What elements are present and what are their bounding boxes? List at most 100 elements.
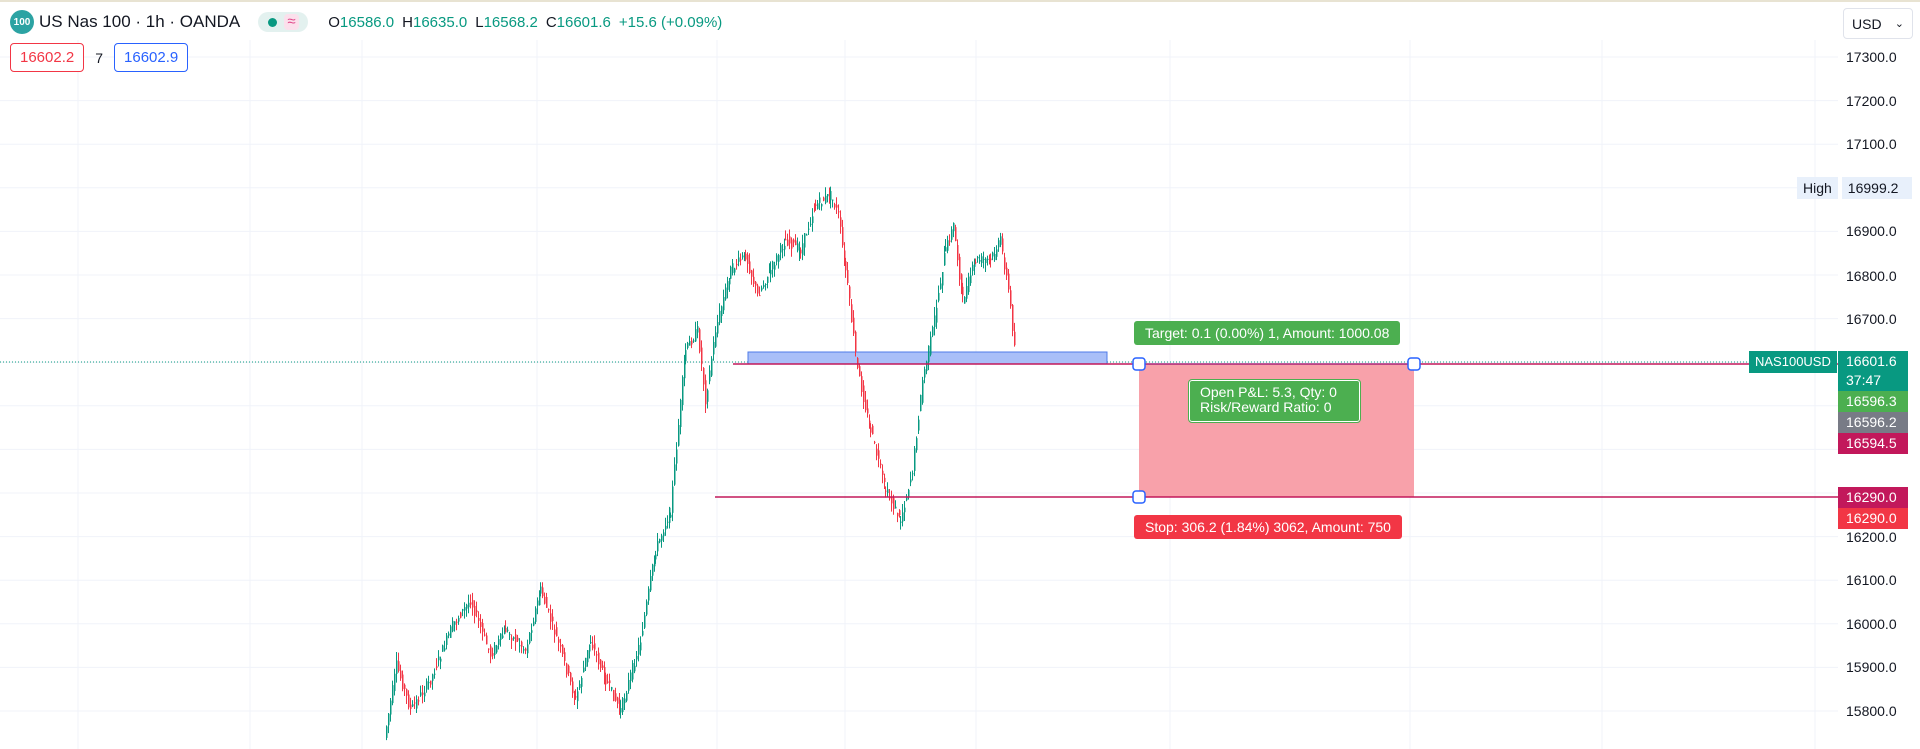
candle-body	[697, 326, 699, 333]
candle-body	[476, 610, 478, 613]
candle-body	[838, 211, 840, 213]
candle-body	[810, 223, 812, 225]
candle-body	[652, 564, 654, 576]
candle-body	[795, 240, 797, 246]
target-label[interactable]: Target: 0.1 (0.00%) 1, Amount: 1000.08	[1134, 321, 1401, 345]
candle-body	[498, 639, 500, 645]
candle-body	[540, 586, 542, 594]
candle-body	[615, 693, 617, 701]
candle-body	[926, 361, 928, 372]
candle-body	[1008, 273, 1010, 290]
candle-body	[774, 265, 776, 270]
candle-body	[944, 252, 946, 266]
spread-value: 7	[95, 49, 104, 66]
candle-body	[968, 276, 970, 293]
candle-body	[1010, 290, 1012, 307]
candle-body	[1000, 236, 1002, 245]
candle-body	[859, 366, 861, 377]
candle-body	[912, 473, 914, 475]
candle-body	[753, 276, 755, 284]
ohlc-low-key: L	[475, 13, 484, 31]
pnl-label[interactable]: Open P&L: 5.3, Qty: 0 Risk/Reward Ratio:…	[1188, 379, 1361, 423]
ohlc-high-value: 16635.0	[413, 13, 468, 31]
candle-body	[840, 217, 842, 227]
candle-body	[607, 681, 609, 683]
axis-tick: 16900.0	[1846, 223, 1897, 239]
candle-body	[900, 521, 902, 523]
candle-body	[955, 227, 957, 242]
currency-select[interactable]: USD ⌄	[1843, 8, 1913, 39]
candle-body	[572, 681, 574, 694]
candle-body	[659, 539, 661, 543]
candle-body	[494, 645, 496, 655]
candle-body	[717, 322, 719, 334]
candle-body	[575, 696, 577, 698]
symbol-title[interactable]: US Nas 100 · 1h · OANDA	[39, 12, 241, 31]
sell-button[interactable]: 16602.2	[10, 43, 85, 72]
candle-body	[1014, 331, 1016, 346]
stop-label[interactable]: Stop: 306.2 (1.84%) 3062, Amount: 750	[1134, 515, 1402, 539]
candle-body	[699, 329, 701, 352]
candle-body	[568, 665, 570, 674]
candle-body	[885, 490, 887, 492]
candle-body	[867, 408, 869, 414]
axis-tick: 15800.0	[1846, 703, 1897, 719]
buy-button[interactable]: 16602.9	[114, 43, 189, 72]
candle-body	[426, 681, 428, 690]
candle-body	[793, 239, 795, 243]
candle-body	[817, 203, 819, 209]
candle-body	[478, 618, 480, 621]
axis-tick: 16100.0	[1846, 572, 1897, 588]
candle-body	[759, 295, 761, 297]
candle-body	[638, 644, 640, 655]
symbol-icon[interactable]: 100	[10, 10, 34, 34]
candle-body	[749, 261, 751, 274]
candle-body	[876, 448, 878, 456]
entry-line-price-tag: 16594.5	[1838, 433, 1908, 454]
candle-body	[589, 644, 591, 652]
candle-body	[772, 261, 774, 270]
candle-body	[895, 506, 897, 509]
candle-body	[422, 692, 424, 695]
candle-body	[765, 284, 767, 286]
axis-tick: 16200.0	[1846, 529, 1897, 545]
candle-body	[657, 541, 659, 552]
candle-body	[730, 266, 732, 279]
candle-body	[778, 255, 780, 262]
candle-body	[918, 419, 920, 431]
candle-body	[458, 618, 460, 622]
axis-tick: 16000.0	[1846, 616, 1897, 632]
candle-body	[432, 674, 434, 681]
candle-body	[674, 464, 676, 485]
candle-body	[566, 663, 568, 675]
candle-body	[782, 249, 784, 251]
axis-tick: 16800.0	[1846, 268, 1897, 284]
candle-body	[930, 336, 932, 355]
candle-body	[959, 256, 961, 280]
candle-body	[897, 512, 899, 517]
candle-body	[412, 704, 414, 707]
bid-price-tag: 16596.2	[1838, 412, 1908, 433]
candle-body	[757, 285, 759, 294]
candle-body	[581, 677, 583, 687]
ohlc-close-value: 16601.6	[556, 13, 611, 31]
candle-body	[827, 194, 829, 197]
candle-body	[869, 420, 871, 424]
candle-body	[723, 297, 725, 311]
candle-body	[604, 667, 606, 683]
candle-body	[456, 621, 458, 623]
candle-body	[902, 512, 904, 522]
candle-body	[845, 261, 847, 271]
candle-body	[719, 310, 721, 323]
candle-body	[703, 367, 705, 385]
market-status[interactable]: ≈	[258, 12, 309, 32]
candle-body	[552, 616, 554, 622]
candle-body	[990, 258, 992, 261]
symbol-price-tag: NAS100USD	[1749, 351, 1837, 373]
candle-body	[861, 376, 863, 393]
high-marker-value: 16999.2	[1841, 177, 1912, 199]
candle-body	[448, 633, 450, 636]
candle-body	[646, 601, 648, 615]
candle-body	[715, 332, 717, 347]
